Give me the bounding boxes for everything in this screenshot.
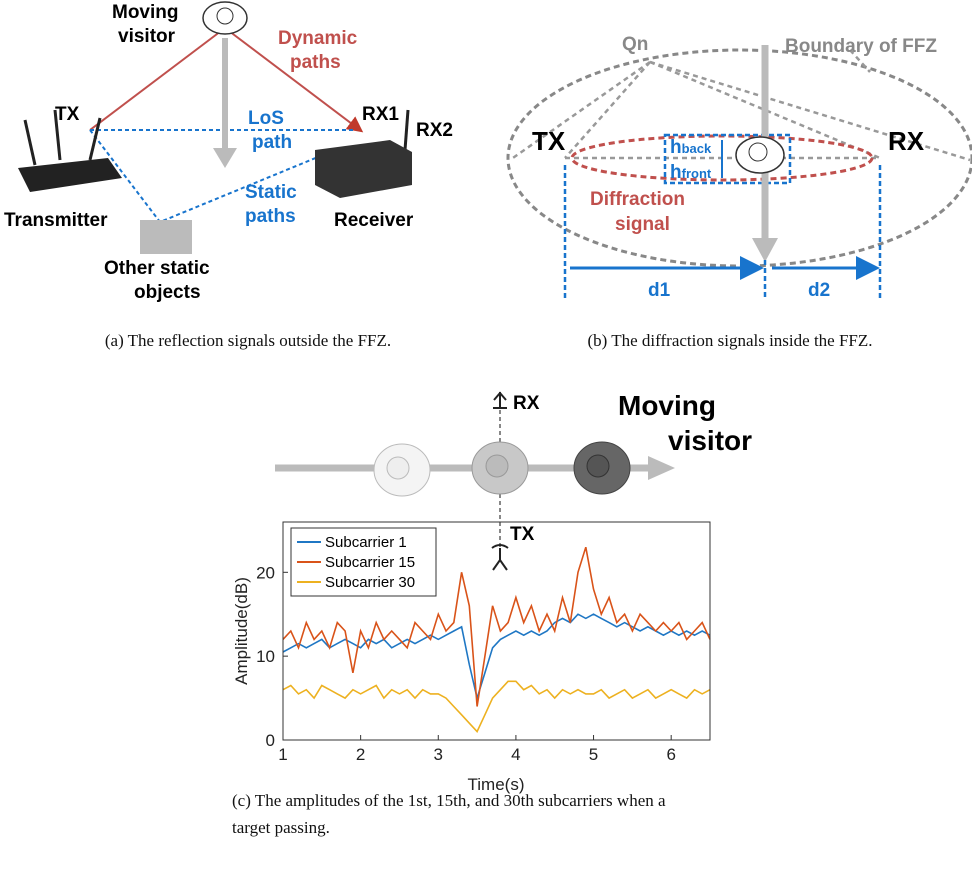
label: h — [670, 162, 682, 183]
distance-guides — [565, 165, 880, 298]
y-axis-label: Amplitude(dB) — [232, 577, 251, 685]
label: Static — [245, 182, 297, 203]
caption: target passing. — [232, 818, 330, 837]
walk-arrow-head — [648, 456, 675, 480]
label: objects — [134, 282, 201, 303]
label: front — [682, 166, 712, 181]
label: visitor — [668, 425, 752, 456]
label: RX1 — [362, 104, 399, 125]
visitor-icon — [736, 137, 784, 173]
label: hfront — [670, 162, 712, 183]
label: signal — [615, 214, 670, 235]
visitor-icon — [374, 444, 430, 496]
x-tick-label: 6 — [666, 745, 675, 764]
label: visitor — [118, 26, 176, 47]
label: RX2 — [416, 120, 453, 141]
label: TX — [532, 126, 566, 156]
series-line — [283, 614, 710, 698]
legend-label: Subcarrier 1 — [325, 534, 407, 551]
label: RX — [888, 126, 925, 156]
label: Diffraction — [590, 189, 685, 210]
y-tick-label: 0 — [266, 731, 275, 750]
y-tick-label: 20 — [256, 563, 275, 582]
label: TX — [510, 524, 535, 545]
label: Other static — [104, 258, 210, 279]
label: hback — [670, 137, 712, 158]
caption: (c) The amplitudes of the 1st, 15th, and… — [232, 791, 666, 810]
visitor-icon — [203, 2, 247, 34]
y-tick-label: 10 — [256, 647, 275, 666]
panel-b: Qn Boundary of FFZ TX RX hback hfront Di… — [508, 34, 972, 350]
tx-antenna — [492, 545, 508, 570]
label: LoS — [248, 108, 284, 129]
label: TX — [55, 104, 80, 125]
label: Moving — [618, 390, 716, 421]
label: Qn — [622, 34, 648, 55]
label: Receiver — [334, 210, 414, 231]
label: Transmitter — [4, 210, 108, 231]
x-tick-label: 2 — [356, 745, 365, 764]
label: Moving — [112, 2, 179, 23]
figure: Moving visitor Dynamic paths TX LoS path… — [0, 0, 972, 871]
x-tick-label: 4 — [511, 745, 520, 764]
x-tick-label: 1 — [278, 745, 287, 764]
chart: Time(s) Amplitude(dB) 1 2 3 4 5 6 0 10 20 Subcarr… — [232, 522, 710, 794]
x-axis-label: Time(s) — [468, 775, 525, 794]
label: RX — [513, 393, 540, 414]
panel-a: Moving visitor Dynamic paths TX LoS path… — [4, 2, 453, 350]
visitor-icon — [472, 442, 528, 494]
label: paths — [290, 52, 341, 73]
rx-antenna — [493, 392, 507, 408]
label: back — [682, 141, 712, 156]
series-line — [283, 681, 710, 731]
legend-label: Subcarrier 15 — [325, 554, 415, 571]
static-object — [140, 220, 192, 254]
label: d1 — [648, 280, 671, 301]
static-path — [90, 130, 335, 222]
visitor-icon — [574, 442, 630, 494]
label: Boundary of FFZ — [785, 36, 937, 57]
walk-arrow-head — [752, 238, 778, 262]
legend-label: Subcarrier 30 — [325, 574, 415, 591]
label: paths — [245, 206, 296, 227]
caption: (b) The diffraction signals inside the F… — [587, 331, 872, 350]
x-tick-label: 3 — [434, 745, 443, 764]
label: d2 — [808, 280, 830, 301]
label: Dynamic — [278, 28, 358, 49]
label: h — [670, 137, 682, 158]
walk-arrow-head — [213, 148, 237, 168]
label: path — [252, 132, 292, 153]
caption: (a) The reflection signals outside the F… — [105, 331, 391, 350]
x-tick-label: 5 — [589, 745, 598, 764]
